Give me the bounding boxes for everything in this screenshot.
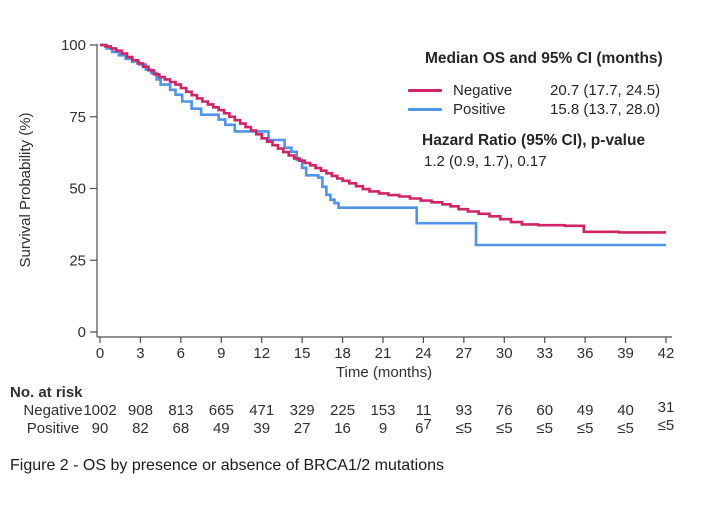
risk-cell: 39 (253, 420, 270, 437)
x-tick-label: 18 (334, 345, 351, 362)
risk-cell: 908 (128, 402, 153, 419)
legend-row-negative: Negative 20.7 (17.7, 24.5) (408, 81, 688, 100)
x-tick-label: 30 (496, 345, 513, 362)
risk-cell: 27 (294, 420, 311, 437)
risk-row-label: Negative (23, 402, 82, 419)
legend-rows: Negative 20.7 (17.7, 24.5) Positive 15.8… (408, 81, 688, 119)
negative-line-swatch (408, 89, 442, 92)
positive-line-swatch (408, 108, 442, 111)
risk-cell: 60 (536, 402, 553, 419)
risk-cell: ≤5 (577, 420, 594, 437)
y-tick-label: 0 (78, 324, 86, 341)
risk-table-title: No. at risk (10, 384, 83, 401)
risk-cell: 471 (249, 402, 274, 419)
x-tick-label: 39 (617, 345, 634, 362)
y-axis-title: Survival Probability (%) (17, 112, 34, 267)
risk-cell: 82 (132, 420, 149, 437)
y-tick-label: 50 (69, 181, 86, 198)
x-tick-label: 27 (456, 345, 473, 362)
risk-cell: ≤5 (496, 420, 513, 437)
risk-cell: ≤5 (658, 417, 675, 434)
risk-cell: 153 (370, 402, 395, 419)
risk-cell: 90 (92, 420, 109, 437)
risk-cell: 49 (577, 402, 594, 419)
x-tick-label: 33 (536, 345, 553, 362)
risk-cell: 329 (290, 402, 315, 419)
legend-label-positive: Positive (453, 101, 506, 118)
x-tick-label: 42 (658, 345, 675, 362)
x-tick-label: 9 (217, 345, 225, 362)
risk-cell: 813 (168, 402, 193, 419)
figure-caption: Figure 2 - OS by presence or absence of … (10, 457, 444, 474)
risk-cell: 665 (209, 402, 234, 419)
risk-cell: 76 (496, 402, 513, 419)
x-tick-label: 12 (253, 345, 270, 362)
risk-cell: 1002 (83, 402, 116, 419)
y-tick-label: 75 (69, 109, 86, 126)
chart-legend: Median OS and 95% CI (months) Negative 2… (408, 50, 688, 170)
negative-survival-curve (100, 43, 666, 234)
risk-cell: 49 (213, 420, 230, 437)
x-tick-label: 36 (577, 345, 594, 362)
legend-title: Median OS and 95% CI (months) (425, 50, 663, 67)
x-tick-label: 0 (96, 345, 104, 362)
risk-cell: ≤5 (456, 420, 473, 437)
risk-cell: 68 (173, 420, 190, 437)
risk-cell: 93 (456, 402, 473, 419)
risk-cell: 11 (416, 402, 432, 419)
risk-cell: 9 (379, 420, 387, 437)
legend-label-negative: Negative (453, 82, 513, 99)
x-axis-title: Time (months) (336, 364, 432, 381)
risk-cell: 67 (415, 416, 432, 437)
risk-cell: 40 (617, 402, 634, 419)
legend-value-negative: 20.7 (17.7, 24.5) (550, 82, 661, 99)
x-tick-label: 3 (136, 345, 144, 362)
risk-row-label: Positive (27, 420, 80, 437)
risk-cell: ≤5 (536, 420, 553, 437)
risk-cell: 31 (658, 399, 675, 416)
x-tick-label: 24 (415, 345, 432, 362)
legend-row-positive: Positive 15.8 (13.7, 28.0) (408, 100, 688, 119)
risk-cell: 225 (330, 402, 355, 419)
x-tick-label: 21 (375, 345, 392, 362)
hazard-ratio-value: 1.2 (0.9, 1.7), 0.17 (424, 153, 547, 170)
legend-value-positive: 15.8 (13.7, 28.0) (550, 101, 661, 118)
risk-cell: 16 (334, 420, 351, 437)
y-tick-label: 25 (69, 252, 86, 269)
y-tick-label: 100 (61, 37, 86, 54)
x-tick-label: 6 (177, 345, 185, 362)
x-tick-label: 15 (294, 345, 311, 362)
risk-cell: ≤5 (617, 420, 634, 437)
hazard-ratio-title: Hazard Ratio (95% CI), p-value (422, 132, 646, 149)
